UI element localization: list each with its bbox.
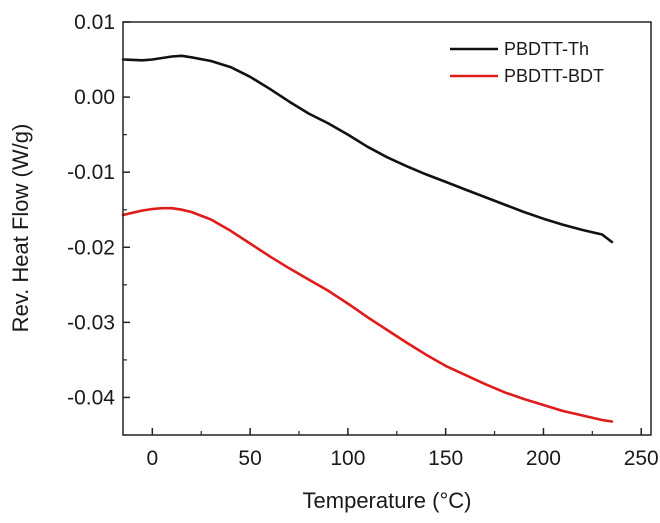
x-tick-label: 50 bbox=[238, 447, 261, 470]
y-tick-label: 0.00 bbox=[74, 86, 115, 109]
x-tick-label: 0 bbox=[146, 447, 158, 470]
legend-label-1: PBDTT-Th bbox=[504, 39, 589, 59]
curves bbox=[121, 54, 614, 423]
x-axis: 0 50 100 150 200 250 bbox=[146, 428, 659, 470]
x-tick-label: 150 bbox=[428, 447, 463, 470]
legend-label-2: PBDTT-BDT bbox=[504, 66, 604, 86]
plot-frame bbox=[122, 21, 652, 436]
x-tick-label: 250 bbox=[624, 447, 659, 470]
y-tick-label: -0.03 bbox=[67, 311, 115, 334]
y-axis-title: Rev. Heat Flow (W/g) bbox=[8, 124, 33, 333]
series-line-1 bbox=[121, 54, 614, 244]
x-tick-label: 200 bbox=[526, 447, 561, 470]
y-axis: 0.01 0.00 -0.01 -0.02 -0.03 -0.04 bbox=[67, 11, 130, 436]
series-line-2 bbox=[121, 206, 614, 423]
x-axis-title: Temperature (°C) bbox=[303, 488, 472, 513]
y-tick-label: 0.01 bbox=[74, 11, 115, 34]
x-tick-label: 100 bbox=[330, 447, 365, 470]
y-tick-label: -0.01 bbox=[67, 161, 115, 184]
y-tick-label: -0.02 bbox=[67, 236, 115, 259]
legend: PBDTT-Th PBDTT-BDT bbox=[450, 39, 604, 86]
y-tick-label: -0.04 bbox=[67, 386, 115, 409]
